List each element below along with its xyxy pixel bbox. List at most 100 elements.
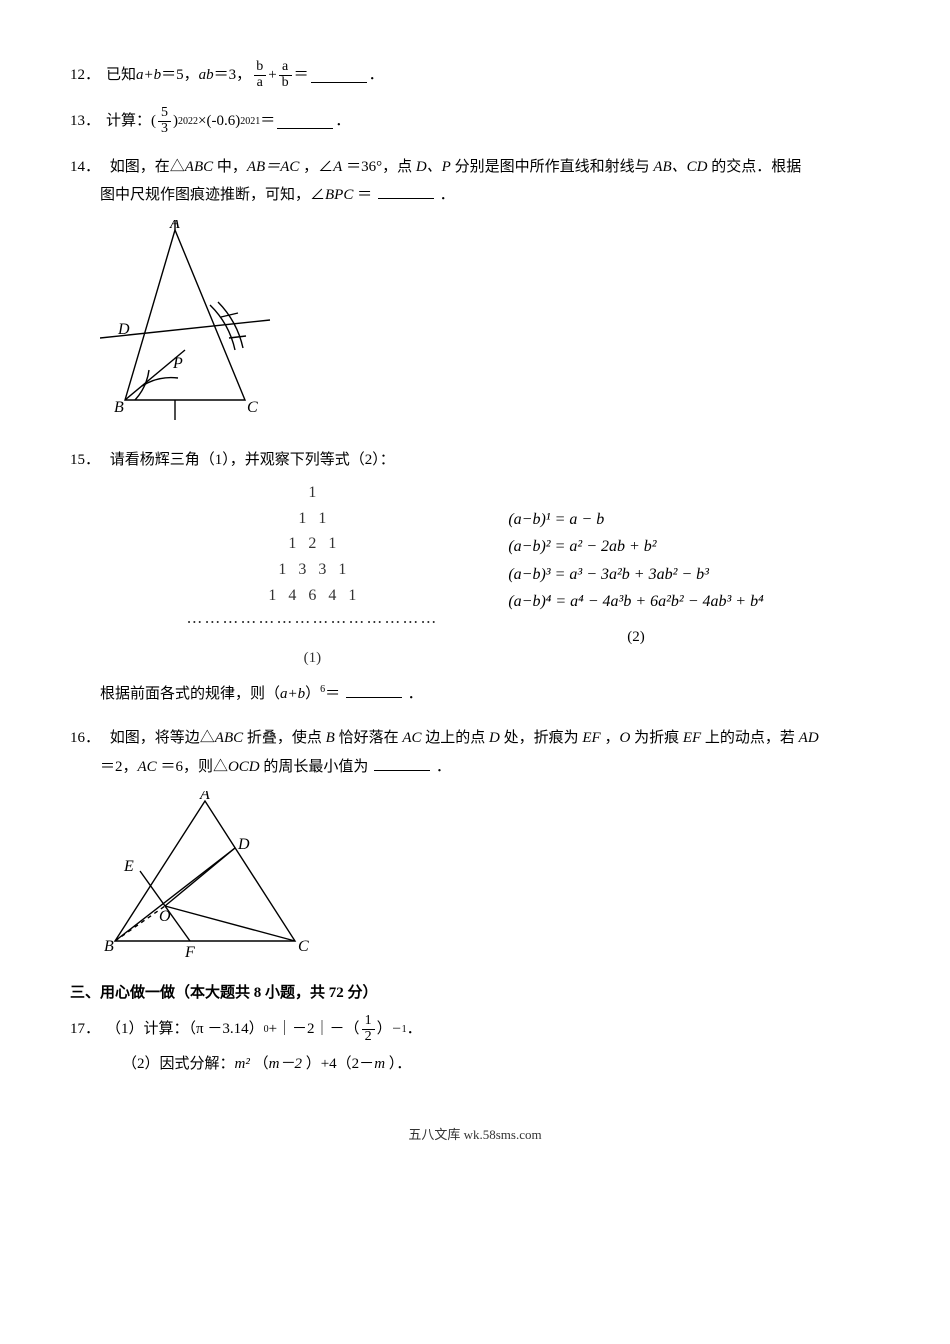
section-3-heading: 三、用心做一做（本大题共 8 小题，共 72 分） [70, 979, 880, 1008]
q16-blank[interactable] [374, 756, 430, 771]
q17-part1: 17． （1）计算：（π －3.14）0 +｜－2｜－（ 1 2 ）－1 ． [70, 1014, 880, 1044]
q13-times: ×(-0.6) [198, 107, 240, 136]
q14-line1: 14． 如图，在△ABC 中，AB＝AC ，∠A ＝36°，点 D、P 分别是图… [70, 153, 880, 182]
svg-text:C: C [298, 938, 309, 955]
q13-frac-bot: 3 [158, 121, 171, 137]
q16-ocd: OCD [228, 759, 260, 775]
q14-t6: 的交点．根据 [711, 159, 801, 175]
q15-number: 15． [70, 452, 100, 468]
q16-o: O [619, 730, 630, 746]
q17-p1c: ） [377, 1015, 392, 1044]
q12-t1: 已知 [106, 61, 136, 90]
q16-t4: 边上的点 [425, 730, 489, 746]
q14-blank[interactable] [378, 184, 434, 199]
q17-p1a: （1）计算：（π －3.14） [106, 1015, 264, 1044]
q17-p2d: ）． [389, 1056, 412, 1072]
q16-abc: ABC [215, 730, 243, 746]
q14-abc: ABC [185, 159, 213, 175]
q13-eq: ＝ [260, 107, 275, 136]
q16-ac2: AC [138, 759, 157, 775]
yh-row-0: 1 [186, 480, 438, 506]
q15-t1: 请看杨辉三角（1），并观察下列等式（2）： [110, 452, 395, 468]
q16-d: D [489, 730, 500, 746]
q14-line2b: ＝ [357, 187, 372, 203]
question-12: 12． 已知 a+b ＝5， ab ＝3， b a + a b ＝ ． [70, 60, 880, 90]
svg-text:B: B [114, 399, 124, 416]
q14-t4: ＝36°，点 [346, 159, 416, 175]
q12-frac1-bot: a [254, 75, 266, 91]
svg-text:A: A [169, 220, 180, 232]
q14-figure: A D P B C [100, 220, 880, 430]
svg-text:A: A [199, 791, 210, 803]
yanghui-block: 1 1 1 1 2 1 1 3 3 1 1 4 6 4 1 ⋯⋯⋯⋯⋯⋯⋯⋯⋯⋯… [70, 480, 880, 670]
q16-number: 16． [70, 730, 100, 746]
q15-tail: 根据前面各式的规律，则（a+b）6＝ ． [70, 680, 880, 709]
q13-exp2: 2021 [240, 112, 260, 131]
q12-period: ． [369, 61, 384, 90]
triangle-construction-icon: A D P B C [100, 220, 280, 430]
q12-expr1: a+b [136, 61, 161, 90]
q15-tail-c: ＝ [325, 686, 340, 702]
q17-m2: m² [235, 1056, 250, 1072]
q16-ac: AC [402, 730, 421, 746]
q13-period: ． [335, 107, 350, 136]
q12-frac2-bot: b [279, 75, 292, 91]
q17-expn1: －1 [392, 1020, 407, 1039]
page-footer: 五八文库 wk.58sms.com [70, 1123, 880, 1148]
q17-p2b: （ [254, 1056, 269, 1072]
q17-frac-bot: 2 [362, 1029, 375, 1045]
q13-lpar: ( [151, 107, 156, 136]
q17-p2a: （2）因式分解： [122, 1056, 235, 1072]
q15-blank[interactable] [346, 683, 402, 698]
q17-mm2: m－2 [269, 1056, 302, 1072]
svg-text:C: C [247, 399, 258, 416]
yh-row-1: 1 1 [186, 506, 438, 532]
svg-text:P: P [172, 355, 183, 372]
q12-frac1-top: b [253, 60, 266, 75]
q15-tail-a: 根据前面各式的规律，则（ [100, 686, 280, 702]
q12-blank[interactable] [311, 68, 367, 83]
question-13-line: 13． 计算： ( 5 3 ) 2022 ×(-0.6) 2021 ＝ ． [70, 106, 880, 136]
q12-plus: + [268, 61, 276, 90]
yanghui-triangle: 1 1 1 1 2 1 1 3 3 1 1 4 6 4 1 ⋯⋯⋯⋯⋯⋯⋯⋯⋯⋯… [186, 480, 438, 670]
yanghui-equations: (a−b)¹ = a − b (a−b)² = a² − 2ab + b² (a… [508, 506, 763, 650]
question-13: 13． 计算： ( 5 3 ) 2022 ×(-0.6) 2021 ＝ ． [70, 106, 880, 136]
q16-ef: EF [582, 730, 600, 746]
q13-number: 13． [70, 107, 100, 136]
q13-frac-top: 5 [158, 106, 171, 121]
q14-dp: D、P [416, 159, 451, 175]
q16-b: B [326, 730, 335, 746]
q12-frac1: b a [253, 60, 266, 90]
svg-text:O: O [159, 908, 171, 925]
q17-frac-top: 1 [362, 1014, 375, 1029]
q12-eq2: ＝3， [214, 61, 252, 90]
yh-row-2: 1 2 1 [186, 531, 438, 557]
q14-t2: 中， [217, 159, 247, 175]
q16-t8: 上的动点，若 [705, 730, 799, 746]
q13-blank[interactable] [277, 114, 333, 129]
q17-p1d: ． [407, 1015, 422, 1044]
question-12-line: 12． 已知 a+b ＝5， ab ＝3， b a + a b ＝ ． [70, 60, 880, 90]
q16-t6: ， [604, 730, 619, 746]
q15-tail-b: ） [305, 686, 320, 702]
svg-text:E: E [123, 858, 134, 875]
q12-number: 12． [70, 61, 100, 90]
q16-t3: 恰好落在 [339, 730, 403, 746]
q15-tail-expr: a+b [280, 686, 305, 702]
q14-period: ． [440, 187, 455, 203]
yh-row-4: 1 4 6 4 1 [186, 583, 438, 609]
q14-bpc: BPC [325, 187, 353, 203]
q14-ab: AB、CD [653, 159, 707, 175]
q16-line2b: ＝6，则△ [160, 759, 228, 775]
q14-t1: 如图，在△ [110, 159, 185, 175]
q16-t1: 如图，将等边△ [110, 730, 215, 746]
question-14: 14． 如图，在△ABC 中，AB＝AC ，∠A ＝36°，点 D、P 分别是图… [70, 153, 880, 430]
q16-t7: 为折痕 [634, 730, 683, 746]
svg-text:D: D [237, 836, 250, 853]
q17-m: m [374, 1056, 385, 1072]
folded-triangle-icon: A D E O B F C [100, 791, 310, 961]
q12-frac2: a b [279, 60, 292, 90]
q17-frac: 1 2 [362, 1014, 375, 1044]
q17-p2c: ）+4（2－ [306, 1056, 374, 1072]
q14-t3: ，∠ [303, 159, 333, 175]
